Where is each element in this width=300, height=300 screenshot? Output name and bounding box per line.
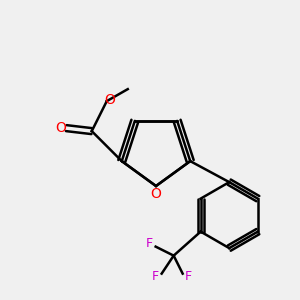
Text: F: F (152, 270, 159, 283)
Text: O: O (55, 121, 66, 135)
Text: O: O (104, 93, 115, 106)
Text: F: F (185, 270, 192, 283)
Text: F: F (146, 237, 153, 250)
Text: O: O (151, 187, 161, 200)
